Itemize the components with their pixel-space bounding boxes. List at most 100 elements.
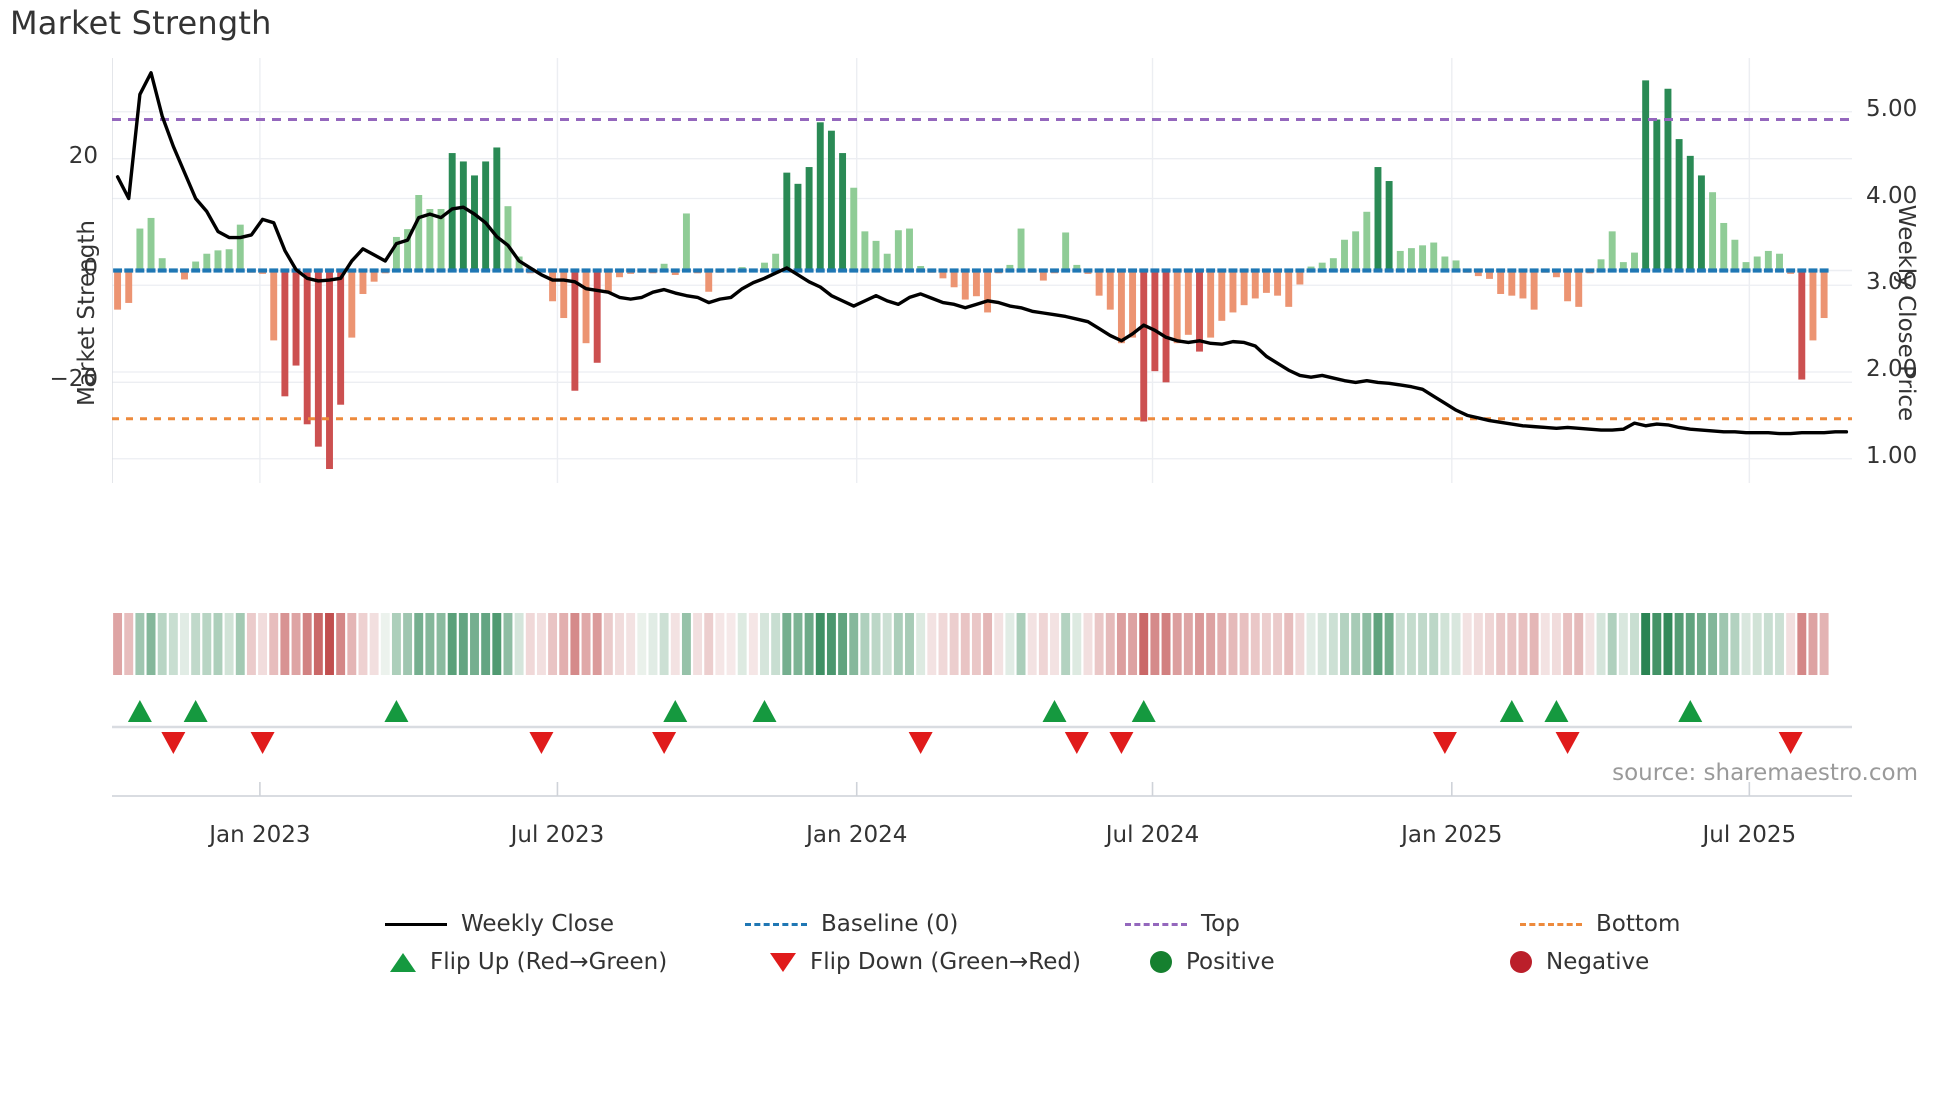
- heatmap-cell: [938, 613, 948, 675]
- heatmap-cell: [681, 613, 691, 675]
- status-dot-icon: [1150, 951, 1172, 973]
- heatmap-cell: [615, 613, 624, 675]
- heatmap-cell: [481, 613, 491, 675]
- heatmap-cell: [1094, 613, 1104, 675]
- heatmap-cell: [871, 613, 881, 675]
- strength-bar: [147, 217, 155, 271]
- strength-bar: [515, 256, 523, 271]
- heatmap-cell: [782, 613, 792, 675]
- strength-bar: [181, 270, 188, 280]
- heatmap-cell: [570, 613, 580, 675]
- flip-up-marker: [1499, 700, 1524, 722]
- heatmap-cell: [581, 613, 591, 675]
- heatmap-cell: [1139, 613, 1149, 675]
- strength-bar: [671, 270, 679, 275]
- strength-bar: [114, 270, 122, 310]
- strength-bar: [906, 228, 913, 271]
- heatmap-cell: [291, 613, 301, 675]
- heatmap-cell: [1730, 613, 1740, 675]
- main-plot-area: [112, 58, 1852, 483]
- strength-bar: [125, 270, 133, 303]
- strength-bar: [660, 263, 668, 271]
- heatmap-cell: [1206, 613, 1216, 675]
- heatmap-cell: [1038, 613, 1048, 675]
- strength-bar: [1452, 260, 1460, 271]
- strength-bar: [504, 206, 512, 271]
- legend-label: Weekly Close: [461, 911, 614, 937]
- heatmap-cell: [414, 613, 424, 675]
- legend-item-negative[interactable]: Negative: [1510, 943, 1649, 981]
- heatmap-cell: [670, 613, 680, 675]
- heatmap-cell: [380, 613, 390, 675]
- strength-bar: [214, 250, 222, 271]
- strength-bar: [883, 253, 891, 271]
- heatmap-cell: [949, 613, 959, 675]
- strength-bar: [303, 270, 311, 425]
- strength-bar: [1575, 270, 1583, 307]
- x-tick-jan-2025: Jan 2025: [1401, 822, 1503, 848]
- flip-down-marker: [1064, 732, 1089, 754]
- strength-bar: [136, 228, 144, 271]
- heatmap-cell: [1607, 613, 1617, 675]
- legend-item-top[interactable]: Top: [1125, 905, 1240, 943]
- heatmap-cell: [905, 613, 914, 675]
- heatmap-cell: [1618, 613, 1628, 675]
- heatmap-cell: [403, 613, 413, 675]
- x-tick-jan-2024: Jan 2024: [806, 822, 908, 848]
- reference-dash-icon: [1125, 922, 1187, 926]
- legend-item-baseline[interactable]: Baseline (0): [745, 905, 958, 943]
- strength-bar: [1631, 252, 1638, 271]
- heatmap-cell: [347, 613, 357, 675]
- strength-bar: [582, 270, 590, 344]
- legend-item-flip-up[interactable]: Flip Up (Red→Green): [390, 943, 667, 981]
- flip-down-icon: [770, 952, 796, 972]
- heatmap-cell: [626, 613, 636, 675]
- strength-bar: [616, 270, 623, 278]
- heatmap-cell: [124, 613, 134, 675]
- strength-bar: [1274, 270, 1282, 296]
- strength-bar: [1229, 270, 1237, 313]
- flip-down-marker: [529, 732, 554, 754]
- legend-item-bottom[interactable]: Bottom: [1520, 905, 1680, 943]
- heatmap-cell: [804, 613, 814, 675]
- heatmap-cell: [916, 613, 926, 675]
- strength-bar: [1374, 167, 1382, 271]
- strength-bar: [593, 270, 601, 363]
- heatmap-cell: [1295, 613, 1305, 675]
- heatmap-cell: [157, 613, 167, 675]
- legend-item-flip-down[interactable]: Flip Down (Green→Red): [770, 943, 1081, 981]
- strength-bar: [1207, 270, 1215, 338]
- strength-bar: [1709, 192, 1717, 271]
- heatmap-cell: [1217, 613, 1227, 675]
- legend-item-positive[interactable]: Positive: [1150, 943, 1275, 981]
- heatmap-cell: [1016, 613, 1026, 675]
- strength-bar: [549, 270, 557, 302]
- strength-bar: [827, 130, 835, 271]
- heatmap-cell: [815, 613, 825, 675]
- heatmap-cell: [1328, 613, 1338, 675]
- strength-bar: [1218, 270, 1226, 321]
- heatmap-cell: [325, 613, 334, 675]
- strength-bar: [493, 147, 501, 271]
- heatmap-cell: [1128, 613, 1138, 675]
- x-tick-jul-2025: Jul 2025: [1702, 822, 1797, 848]
- heatmap-cell: [548, 613, 558, 675]
- strength-bar: [1039, 270, 1047, 281]
- heatmap-cell: [1340, 613, 1349, 675]
- strength-bar: [1597, 259, 1605, 271]
- heatmap-cell: [1563, 613, 1573, 675]
- strength-bar: [1675, 139, 1683, 271]
- strength-bar: [939, 270, 947, 279]
- strength-bar: [1363, 211, 1371, 271]
- heatmap-cell: [1529, 613, 1539, 675]
- strength-bar: [415, 195, 423, 271]
- heatmap-cell: [258, 613, 268, 675]
- strength-bar: [1731, 239, 1739, 271]
- legend-item-weekly-close[interactable]: Weekly Close: [385, 905, 614, 943]
- heatmap-cell: [1362, 613, 1372, 675]
- legend-label: Flip Down (Green→Red): [810, 949, 1081, 975]
- flip-up-icon: [390, 952, 416, 972]
- strength-bar: [1742, 262, 1750, 271]
- heatmap-cell: [1485, 613, 1494, 675]
- strength-bar: [1619, 262, 1627, 271]
